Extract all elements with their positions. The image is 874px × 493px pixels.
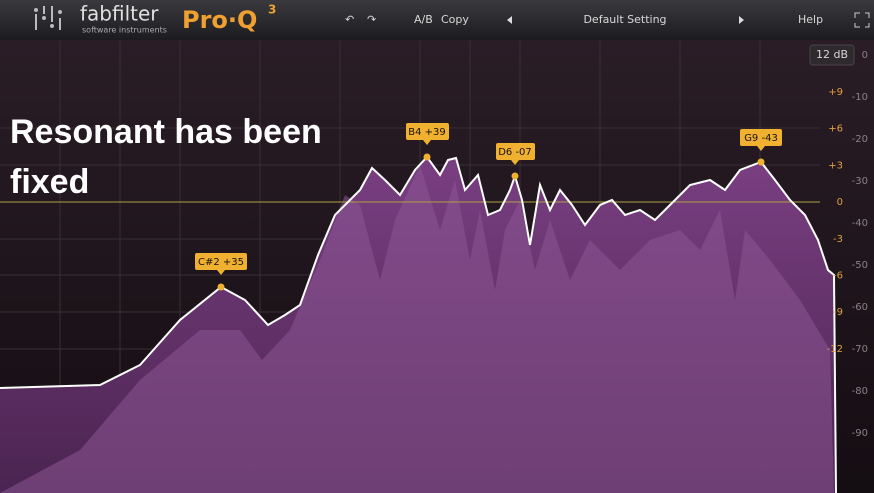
gain-scale-label: -6 (833, 271, 843, 282)
level-scale-label: -40 (852, 218, 868, 229)
copy-button[interactable]: Copy (441, 13, 469, 26)
product: Pro·Q (182, 6, 257, 34)
next-preset[interactable] (739, 16, 744, 24)
undo[interactable]: ↶ (345, 13, 354, 26)
peak-label: B4 +39 (408, 127, 446, 138)
peak-label: D6 -07 (498, 147, 532, 158)
level-scale-label: -70 (852, 344, 868, 355)
spectrum-post (0, 165, 834, 493)
prev-preset[interactable] (507, 16, 512, 24)
gain-scale-label: +9 (828, 87, 843, 98)
overlay-text: fixed (10, 163, 89, 201)
fullscreen-button[interactable] (854, 12, 870, 28)
gain-scale-label: -12 (827, 344, 843, 355)
peak-label: G9 -43 (744, 133, 778, 144)
preset-name[interactable]: Default Setting (583, 13, 666, 26)
scales: +9 +6 +3 0 -3 -6 -9 -12 0 -10 -20 -30 -40 -50 -60 -70 -8… (827, 50, 868, 439)
level-scale-label: -20 (852, 134, 868, 145)
range-button[interactable] (809, 44, 855, 66)
logo-icon (34, 6, 62, 30)
redo[interactable]: ↷ (367, 13, 376, 26)
range-label[interactable]: 12 dB (816, 48, 848, 61)
toolbar (0, 0, 874, 40)
gain-scale-label: 0 (837, 197, 843, 208)
level-scale-label: -30 (852, 176, 868, 187)
ab-toggle[interactable]: A/B (414, 13, 433, 26)
brand: fabfilter (80, 2, 159, 26)
help-button[interactable]: Help (798, 13, 823, 26)
level-scale-label: -60 (852, 302, 868, 313)
brand-sub: software instruments (82, 26, 167, 35)
peak-markers (195, 123, 782, 291)
gain-scale-label: +3 (828, 160, 843, 171)
level-scale-label: 0 (862, 50, 868, 61)
version: 3 (268, 3, 276, 17)
level-scale-label: -10 (852, 92, 868, 103)
gain-scale-label: -3 (833, 234, 843, 245)
overlay-text: Resonant has been (10, 113, 322, 151)
level-scale-label: -90 (852, 428, 868, 439)
level-scale-label: -80 (852, 386, 868, 397)
peak-label: C#2 +35 (198, 257, 244, 268)
gain-scale-label: +6 (828, 124, 843, 135)
level-scale-label: -50 (852, 260, 868, 271)
gain-scale-label: -9 (833, 307, 843, 318)
